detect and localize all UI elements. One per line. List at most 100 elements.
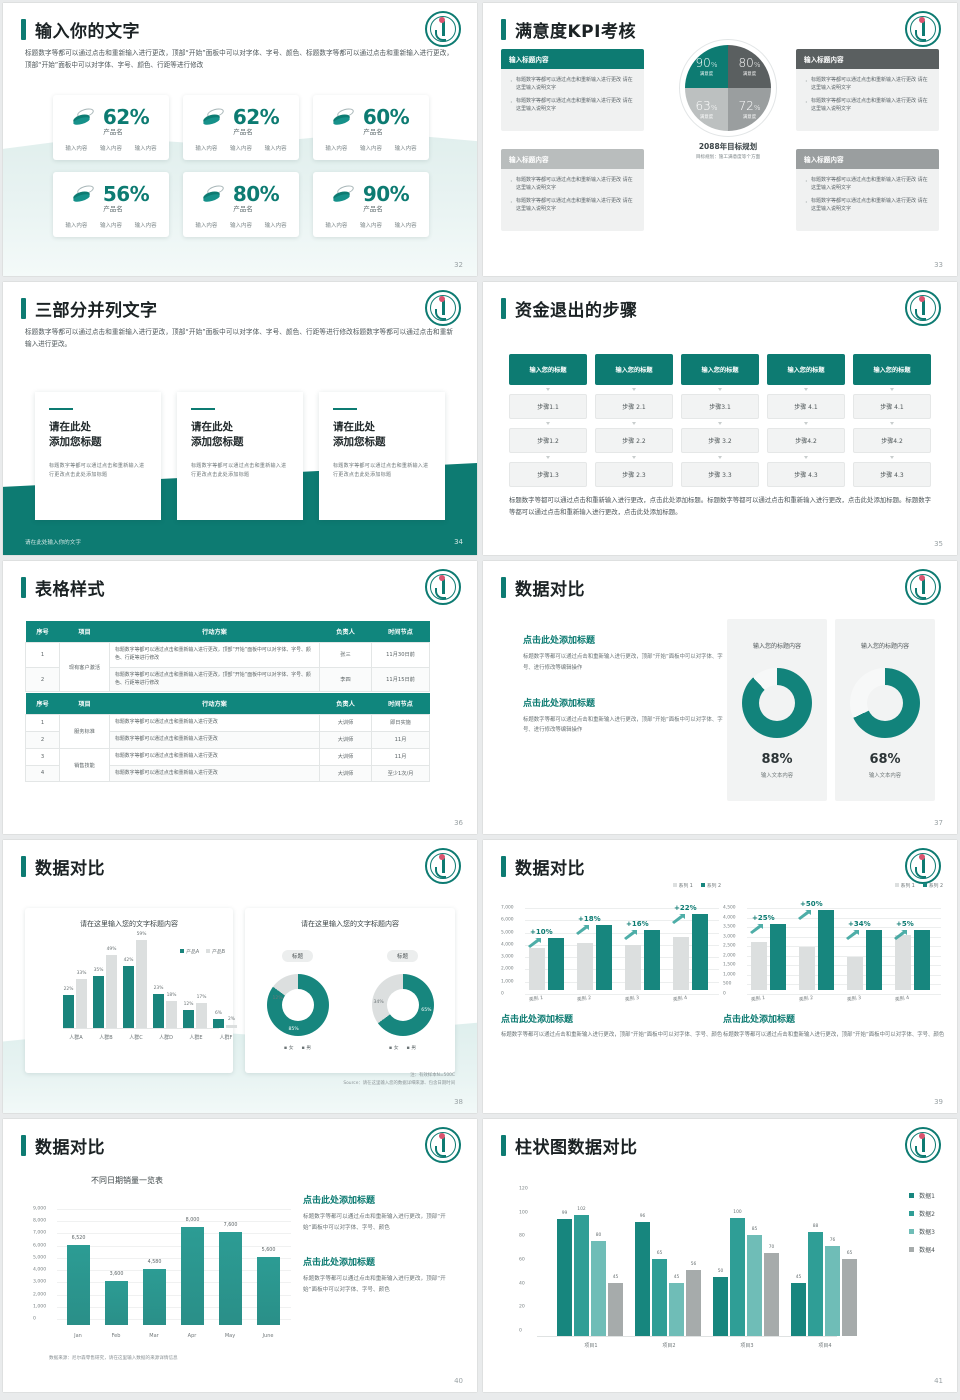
content-column[interactable]: 请在此处 添加您标题 标题数字等都可以通过点击和重新输入进行更改点击此处添加标题 [319, 392, 445, 520]
product-card[interactable]: 62% 产品名 输入内容 输入内容 输入内容 [183, 95, 299, 160]
step-cell[interactable]: 步骤1.1 [509, 394, 587, 419]
step-header[interactable]: 输入您的标题 [681, 354, 759, 385]
slide-header: 满意度KPI考核 [501, 17, 636, 42]
product-card[interactable]: 60% 产品名 输入内容 输入内容 输入内容 [313, 95, 429, 160]
block-body: 标题数字等都可以通过点击和重新输入进行更改，顶部“开始”面板中可以对字体、字号、… [523, 654, 723, 671]
table-header-cell: 项目 [59, 621, 110, 643]
product-card[interactable]: 56% 产品名 输入内容 输入内容 输入内容 [53, 172, 169, 237]
page-title: 三部分并列文字 [35, 301, 158, 321]
step-header[interactable]: 输入您的标题 [509, 354, 587, 385]
slide-33: 满意度KPI考核 输入标题内容 标题数字等都可以通过点击和重新输入进行更改 请在… [483, 3, 957, 276]
bar-value-label: 2% [228, 1017, 235, 1023]
block-heading[interactable]: 点击此处添加标题 [523, 636, 596, 646]
product-card[interactable]: 80% 产品名 输入内容 输入内容 输入内容 [183, 172, 299, 237]
kpi-box[interactable]: 输入标题内容 标题数字等都可以通过点击和重新输入进行更改 请在这里输入说明文字 … [796, 149, 939, 231]
block-heading[interactable]: 点击此处添加标题 [523, 698, 596, 709]
school-emblem-logo [905, 11, 941, 47]
product-card[interactable]: 90% 产品名 输入内容 输入内容 输入内容 [313, 172, 429, 237]
x-tick-label: 项目1 [584, 1343, 598, 1349]
kpi-box[interactable]: 输入标题内容 标题数字等都可以通过点击和重新输入进行更改 请在这里输入说明文字 … [796, 49, 939, 131]
step-cell[interactable]: 步骤4.2 [767, 428, 845, 453]
text-block-group: 点击此处添加标题 标题数字等都可以通过点击和重新输入进行更改，顶部“开始”面板中… [303, 1193, 455, 1317]
step-header[interactable]: 输入您的标题 [767, 354, 845, 385]
y-tick-label: 4,000 [33, 1267, 47, 1273]
chart-legend: 产品A 产品B [180, 948, 225, 955]
step-cell[interactable]: 步骤 2.3 [595, 462, 673, 487]
x-tick-label: 类别 2 [798, 996, 814, 1003]
step-header[interactable]: 输入您的标题 [595, 354, 673, 385]
table-header-cell: 项目 [59, 693, 110, 715]
step-cell[interactable]: 步骤 4.1 [767, 394, 845, 419]
bar: 85 [747, 1227, 762, 1336]
page-number: 41 [934, 1377, 943, 1385]
step-cell[interactable]: 步骤 2.2 [595, 428, 673, 453]
x-tick-label: 类别 3 [846, 996, 862, 1003]
chart-legend: 系列 1 系列 2 [894, 882, 943, 889]
bar-group [895, 904, 930, 990]
step-cell[interactable]: 步骤 2.1 [595, 394, 673, 419]
growth-annotation: +25% [752, 914, 775, 923]
bar: 50 [713, 1269, 728, 1336]
chart-title: 请在这里输入您的文字标题内容 [80, 920, 178, 928]
step-cell[interactable]: 步骤 4.3 [767, 462, 845, 487]
y-tick-label: 500 [723, 981, 732, 987]
bar-group [625, 904, 660, 990]
card-sub-row: 输入内容 输入内容 输入内容 [189, 144, 293, 152]
donut-chart: 12% 85% [266, 974, 329, 1036]
content-column[interactable]: 请在此处 添加您标题 标题数字等都可以通过点击和重新输入进行更改点击此处添加标题 [177, 392, 303, 520]
kpi-box-body: 标题数字等都可以通过点击和重新输入进行更改 请在这里输入说明文字 标题数字等都可… [501, 169, 644, 231]
step-cell[interactable]: 步骤 3.2 [681, 428, 759, 453]
card-percent: 56% [102, 182, 150, 206]
note-paragraph: 标题数字等都可以通过点击和重新输入进行更改，点击此处添加标题。标题数字等都可以通… [509, 496, 931, 517]
cell-owner: 大训师 [319, 730, 372, 749]
step-cell[interactable]: 步骤3.1 [681, 394, 759, 419]
page-number: 39 [934, 1098, 943, 1106]
gridline [57, 1245, 291, 1247]
school-emblem-logo [905, 848, 941, 884]
accent-dash [191, 408, 215, 411]
title-accent-bar [21, 298, 26, 319]
step-cell[interactable]: 步骤1.3 [509, 462, 587, 487]
card-product-name: 产品名 [233, 205, 253, 213]
slide-header: 数据对比 [21, 854, 105, 879]
y-tick-label: 7,000 [33, 1230, 47, 1236]
bar: 8,000 [181, 1218, 204, 1325]
card-product-name: 产品名 [363, 205, 383, 213]
block-heading[interactable]: 点击此处添加标题 [303, 1196, 376, 1206]
bar: 99 [557, 1211, 572, 1336]
card-top: 60% [319, 105, 423, 129]
table-row: 1 现有客户激活 标题数字等都可以通过点击和重新输入进行更改，顶部“开始”面板中可以… [25, 641, 430, 693]
lead-paragraph: 标题数字等都可以通过点击和重新输入进行更改，顶部“开始”面板中可以对字体、字号、… [25, 49, 453, 70]
kpi-box[interactable]: 输入标题内容 标题数字等都可以通过点击和重新输入进行更改 请在这里输入说明文字 … [501, 49, 644, 131]
kpi-box[interactable]: 输入标题内容 标题数字等都可以通过点击和重新输入进行更改 请在这里输入说明文字 … [501, 149, 644, 231]
step-header[interactable]: 输入您的标题 [853, 354, 931, 385]
bar-value-label: 88 [812, 1223, 819, 1229]
gridline [57, 1319, 291, 1320]
card-percent: 62% [102, 105, 150, 129]
donut-chart: 34% 65% [371, 974, 434, 1036]
step-cell[interactable]: 步骤1.2 [509, 428, 587, 453]
bar: 100 [730, 1210, 745, 1336]
product-card[interactable]: 62% 产品名 输入内容 输入内容 输入内容 [53, 95, 169, 160]
block-heading[interactable]: 点击此处添加标题 [723, 1015, 796, 1025]
cell-plan: 标题数字等都可以通过点击和重新输入进行更改 [109, 764, 320, 783]
bar-group: 23% 18% [153, 936, 179, 1028]
step-cell[interactable]: 步骤 4.1 [853, 394, 931, 419]
column-heading: 请在此处 添加您标题 [333, 421, 386, 449]
step-cell[interactable]: 步骤4.2 [853, 428, 931, 453]
page-title: 数据对比 [35, 1138, 105, 1158]
content-column[interactable]: 请在此处 添加您标题 标题数字等都可以通过点击和重新输入进行更改点击此处添加标题 [35, 392, 161, 520]
bar-value-label: 45 [795, 1274, 802, 1280]
source-note: 数据来源：尼尔森零售研究，请在这里输入数据的来源详情信息 [49, 1356, 178, 1361]
cell-plan: 标题数字等都可以通过点击和重新输入进行更改 [109, 730, 320, 749]
panel-caption: 输入文本内容 [868, 773, 902, 779]
card-sub-item: 输入内容 [325, 223, 348, 229]
step-cell[interactable]: 步骤 4.3 [853, 462, 931, 487]
school-emblem-logo [425, 1127, 461, 1163]
x-tick-label: June [262, 1333, 274, 1339]
step-cell[interactable]: 步骤 3.3 [681, 462, 759, 487]
card-product-name: 产品名 [103, 128, 123, 136]
block-heading[interactable]: 点击此处添加标题 [501, 1015, 574, 1025]
x-tick-label: Apr [187, 1333, 197, 1339]
block-heading[interactable]: 点击此处添加标题 [303, 1257, 376, 1268]
